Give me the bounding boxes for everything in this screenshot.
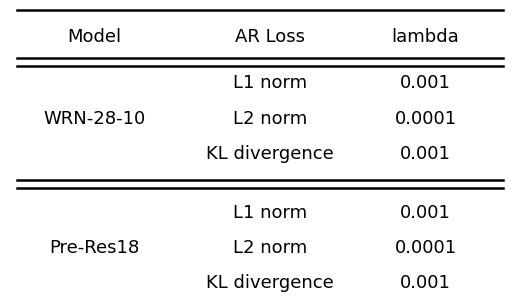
Text: KL divergence: KL divergence	[206, 274, 334, 292]
Text: L1 norm: L1 norm	[233, 75, 307, 92]
Text: L2 norm: L2 norm	[233, 110, 307, 128]
Text: 0.001: 0.001	[400, 75, 451, 92]
Text: lambda: lambda	[392, 28, 459, 46]
Text: 0.0001: 0.0001	[395, 239, 457, 257]
Text: AR Loss: AR Loss	[236, 28, 305, 46]
Text: Model: Model	[68, 28, 122, 46]
Text: L2 norm: L2 norm	[233, 239, 307, 257]
Text: 0.001: 0.001	[400, 204, 451, 221]
Text: L1 norm: L1 norm	[233, 204, 307, 221]
Text: 0.0001: 0.0001	[395, 110, 457, 128]
Text: 0.001: 0.001	[400, 145, 451, 163]
Text: KL divergence: KL divergence	[206, 145, 334, 163]
Text: 0.001: 0.001	[400, 274, 451, 292]
Text: WRN-28-10: WRN-28-10	[43, 110, 146, 128]
Text: Pre-Res18: Pre-Res18	[49, 239, 139, 257]
